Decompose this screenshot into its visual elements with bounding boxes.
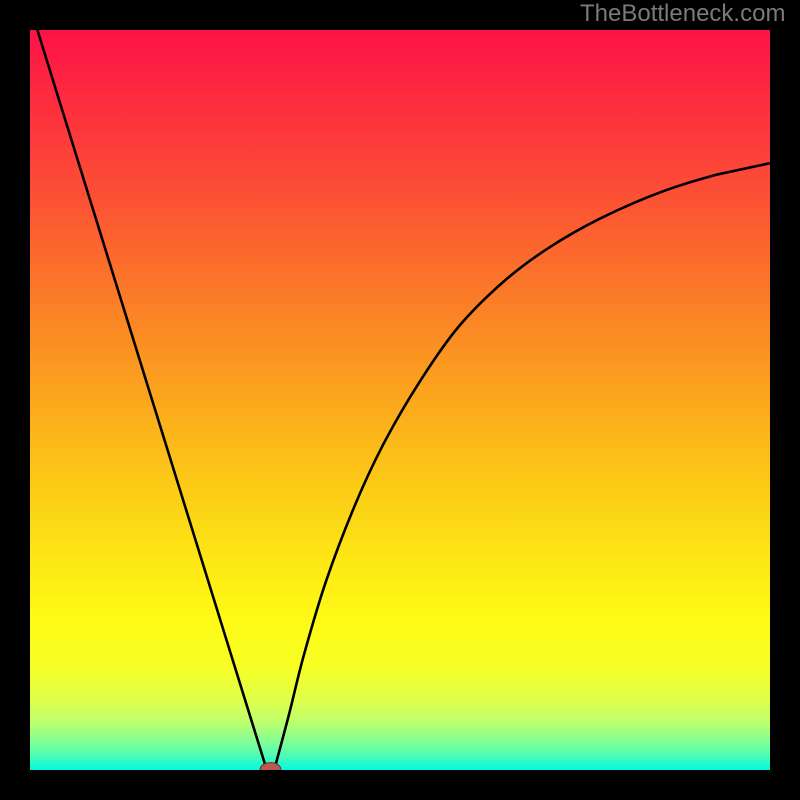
watermark-text: TheBottleneck.com: [580, 0, 785, 28]
chart-background: [30, 30, 770, 770]
chart-svg: [30, 30, 770, 770]
chart-area: [30, 30, 770, 770]
